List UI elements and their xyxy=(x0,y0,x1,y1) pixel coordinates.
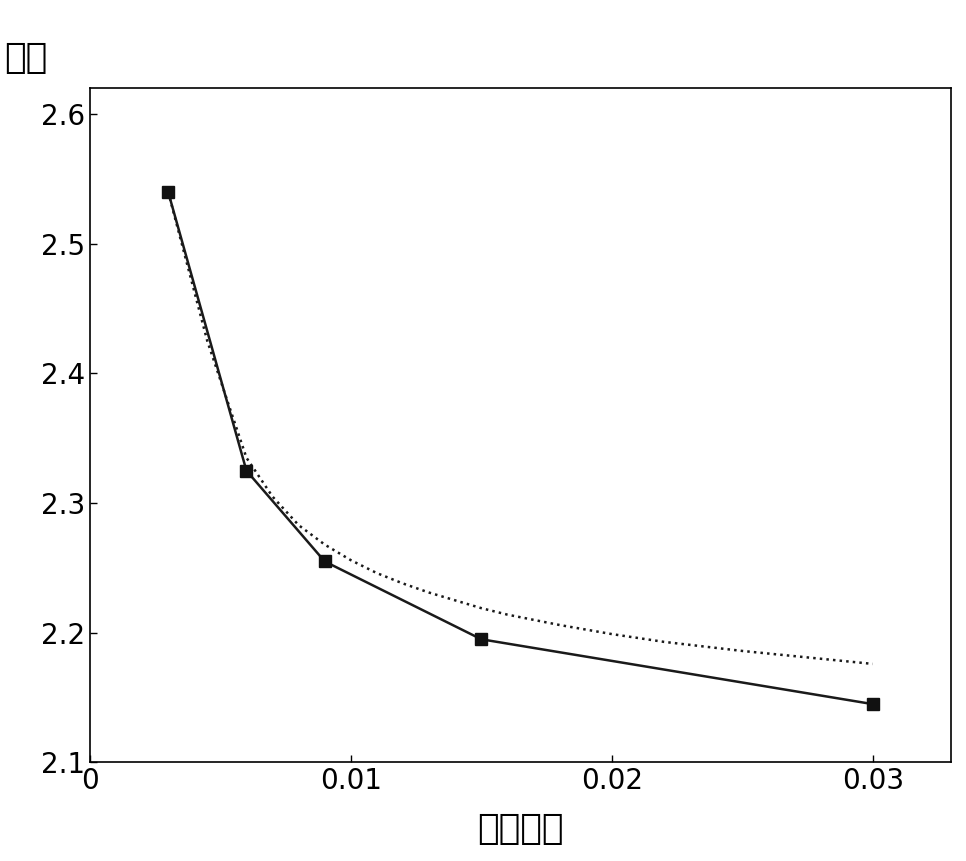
X-axis label: 工作电流: 工作电流 xyxy=(477,812,564,846)
Text: 电阱: 电阱 xyxy=(4,40,47,75)
